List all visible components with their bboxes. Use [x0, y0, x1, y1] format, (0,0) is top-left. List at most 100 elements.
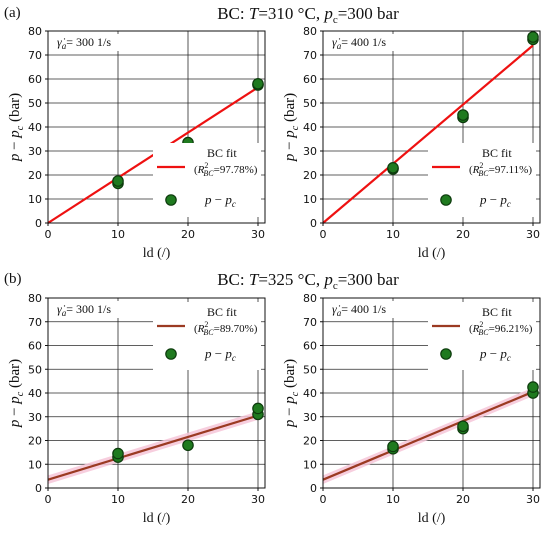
y-tick-label: 0 [35, 217, 42, 230]
x-tick-label: 20 [456, 493, 470, 506]
legend-scatter-marker [440, 194, 452, 206]
panel-label-b: (b) [4, 271, 22, 287]
data-point [387, 162, 399, 174]
x-tick-label: 10 [111, 493, 125, 506]
x-tick-label: 20 [181, 228, 195, 241]
y-tick-label: 10 [28, 458, 42, 471]
annotation-box [328, 301, 412, 318]
chart-panel-2: 0 10 20 30 40 50 60 70 80 0 10 20 30 ld (/) p − pc (ba… [282, 25, 541, 261]
data-point [252, 78, 264, 90]
x-tick-label: 0 [320, 228, 327, 241]
chart-panel-3: 0 10 20 30 40 50 60 70 80 0 10 20 30 ld (/) p − pc (ba… [7, 292, 266, 526]
y-tick-label: 70 [28, 316, 42, 329]
x-axis-label: ld (/) [418, 246, 446, 261]
y-tick-label: 20 [303, 169, 317, 182]
legend-fit-label: BC fit [207, 305, 237, 319]
data-point [527, 381, 539, 393]
y-tick-label: 60 [303, 340, 317, 353]
x-axis-label: ld (/) [143, 246, 171, 261]
y-tick-label: 30 [303, 411, 317, 424]
y-tick-label: 30 [303, 145, 317, 158]
legend-fit-label: BC fit [207, 146, 237, 160]
y-tick-label: 20 [28, 169, 42, 182]
x-tick-label: 30 [251, 493, 265, 506]
legend-r2-label: (R2 BC=89.70%) [194, 320, 258, 337]
y-axis-label: p − pc (bar) [282, 93, 301, 162]
y-tick-label: 0 [35, 482, 42, 495]
y-tick-label: 60 [28, 340, 42, 353]
annotation-box [53, 34, 137, 51]
x-tick-label: 0 [45, 493, 52, 506]
data-point [182, 439, 194, 452]
x-tick-label: 30 [526, 228, 540, 241]
shear-rate-annotation: γ̇a= 400 1/s [332, 35, 386, 51]
y-tick-label: 30 [28, 145, 42, 158]
legend-fit-label: BC fit [482, 146, 512, 160]
x-tick-label: 20 [456, 228, 470, 241]
y-tick-label: 30 [28, 411, 42, 424]
y-tick-label: 0 [310, 482, 317, 495]
y-tick-label: 10 [28, 193, 42, 206]
y-tick-label: 40 [28, 121, 42, 134]
y-tick-label: 60 [303, 73, 317, 86]
legend-r2-label: (R2 BC=97.11%) [469, 161, 532, 178]
data-point [387, 440, 399, 453]
legend-scatter-label: p − pc [479, 346, 511, 363]
bc-fit-line [47, 414, 259, 481]
x-tick-label: 0 [45, 228, 52, 241]
legend-scatter-marker [440, 348, 452, 360]
bc-fit-line [322, 390, 534, 481]
y-tick-label: 20 [28, 435, 42, 448]
x-tick-label: 20 [181, 493, 195, 506]
y-tick-label: 80 [28, 292, 42, 305]
shear-rate-annotation: γ̇a= 400 1/s [332, 302, 386, 318]
chart-panel-4: 0 10 20 30 40 50 60 70 80 0 10 20 30 ld (/) p − pc (ba… [282, 292, 541, 526]
x-tick-label: 0 [320, 493, 327, 506]
chart-grid: 0 10 20 30 40 50 60 70 80 0 10 20 30 ld (/) p − pc (ba… [7, 25, 541, 526]
row-a-title: BC: T=310 °C, pc=300 bar [217, 4, 399, 26]
x-tick-label: 30 [251, 228, 265, 241]
data-point [252, 402, 264, 415]
y-tick-label: 40 [303, 387, 317, 400]
y-tick-label: 80 [303, 292, 317, 305]
y-tick-label: 20 [303, 435, 317, 448]
data-point [457, 109, 469, 121]
x-tick-label: 10 [386, 493, 400, 506]
legend-scatter-label: p − pc [204, 346, 236, 363]
y-tick-label: 80 [28, 25, 42, 38]
y-tick-label: 50 [28, 97, 42, 110]
legend-r2-label: (R2 BC=96.21%) [469, 320, 533, 337]
y-axis-label: p − pc (bar) [7, 93, 26, 162]
shear-rate-annotation: γ̇a= 300 1/s [57, 302, 111, 318]
data-point [112, 175, 124, 187]
y-tick-label: 0 [310, 217, 317, 230]
annotation-box [328, 34, 412, 51]
legend-fit-label: BC fit [482, 305, 512, 319]
legend-scatter-marker [165, 348, 177, 360]
x-tick-label: 30 [526, 493, 540, 506]
y-tick-label: 70 [303, 316, 317, 329]
panel-label-a: (a) [4, 5, 21, 21]
annotation-box [53, 301, 137, 318]
legend-r2-label: (R2 BC=97.78%) [194, 161, 258, 178]
chart-panel-1: 0 10 20 30 40 50 60 70 80 0 10 20 30 ld (/) p − pc (ba… [7, 25, 266, 261]
y-tick-label: 40 [28, 387, 42, 400]
legend-scatter-label: p − pc [204, 192, 236, 209]
shear-rate-annotation: γ̇a= 300 1/s [57, 35, 111, 51]
data-point [457, 420, 469, 433]
y-tick-label: 70 [28, 49, 42, 62]
x-axis-label: ld (/) [418, 511, 446, 526]
y-tick-label: 60 [28, 73, 42, 86]
y-tick-label: 50 [303, 363, 317, 376]
y-axis-label: p − pc (bar) [282, 359, 301, 428]
y-axis-label: p − pc (bar) [7, 359, 26, 428]
legend-scatter-label: p − pc [479, 192, 511, 209]
bc-fit-line [322, 44, 534, 224]
x-tick-label: 10 [386, 228, 400, 241]
data-point [527, 31, 539, 43]
x-axis-label: ld (/) [143, 511, 171, 526]
y-tick-label: 50 [28, 363, 42, 376]
x-tick-label: 10 [111, 228, 125, 241]
y-tick-label: 50 [303, 97, 317, 110]
